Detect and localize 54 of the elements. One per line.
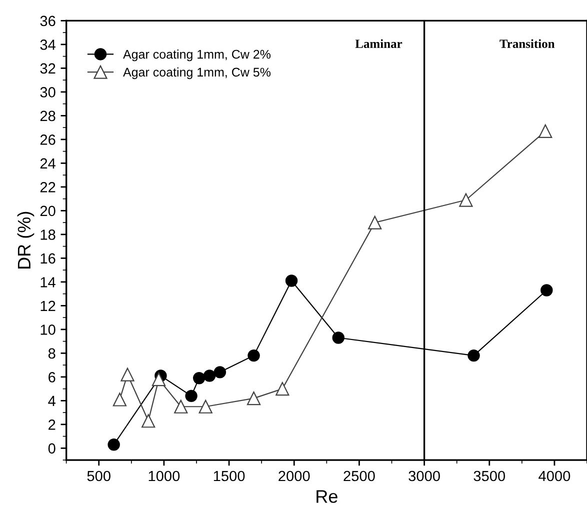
point: [285, 274, 298, 287]
legend-label: Agar coating 1mm, Cw 2%: [123, 50, 271, 62]
y-tick-label: 16: [40, 253, 56, 264]
point: [368, 216, 382, 230]
y-axis-title: DR (%): [17, 212, 34, 268]
y-tick-label: 6: [48, 372, 56, 382]
point: [174, 400, 188, 414]
point: [468, 349, 480, 362]
y-tick-label: 14: [40, 277, 56, 288]
point: [112, 392, 127, 406]
y-tick-label: 18: [40, 230, 56, 240]
y-tick-label: 12: [40, 300, 56, 311]
x-tick-label: 2000: [278, 470, 310, 482]
x-tick-label: 1000: [148, 470, 180, 482]
legend-label: Agar coating 1mm, Cw 5%: [123, 67, 271, 80]
point: [540, 284, 553, 296]
point: [152, 372, 166, 386]
y-tick-label: 34: [40, 40, 56, 50]
point: [214, 366, 226, 378]
point: [203, 370, 216, 382]
x-tick-label: 4000: [538, 470, 570, 482]
x-axis-title: Re: [316, 490, 338, 503]
y-tick-label: 36: [40, 16, 56, 26]
annotation: Transition: [500, 39, 555, 48]
x-tick-label: 3000: [408, 470, 440, 482]
point: [459, 193, 473, 207]
y-tick-label: 32: [40, 63, 56, 74]
y-tick-label: 2: [48, 420, 56, 430]
point: [192, 372, 206, 384]
annotation: Laminar: [355, 39, 402, 48]
point: [332, 332, 344, 344]
y-tick-label: 4: [48, 396, 56, 406]
point: [248, 349, 260, 362]
point: [142, 414, 156, 428]
y-tick-label: 24: [40, 158, 56, 168]
y-tick-label: 28: [40, 110, 56, 122]
x-tick-label: 500: [87, 470, 110, 482]
x-tick-label: 3500: [474, 470, 506, 482]
y-tick-label: 8: [48, 348, 56, 359]
y-tick-label: 0: [48, 443, 56, 454]
y-tick-label: 30: [40, 87, 56, 98]
y-tick-label: 26: [40, 134, 56, 145]
point: [185, 390, 198, 402]
point: [198, 400, 212, 414]
point: [246, 392, 261, 406]
point: [120, 368, 134, 382]
y-tick-label: 22: [40, 182, 56, 192]
y-tick-label: 10: [40, 324, 56, 335]
x-tick-label: 2500: [344, 470, 375, 482]
point: [276, 382, 290, 396]
y-tick-label: 20: [40, 206, 56, 216]
point: [538, 124, 552, 138]
x-tick-label: 1500: [214, 470, 245, 482]
point: [108, 438, 120, 451]
